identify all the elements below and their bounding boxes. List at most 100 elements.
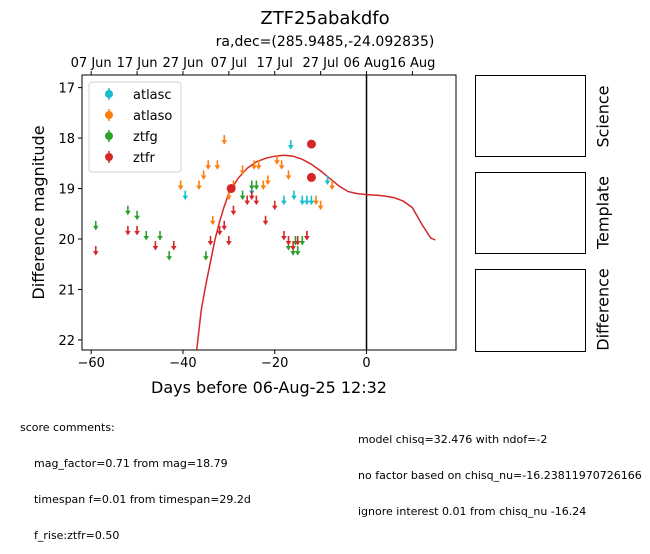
legend-label: atlasc (133, 88, 172, 103)
comment-line: f_rise:ztfr=0.50 (20, 529, 120, 542)
ztfg-upper-limit (157, 230, 163, 241)
ztfg-upper-limit (239, 190, 246, 201)
y-tick-label: 20 (58, 233, 75, 248)
top-date-label: 06 Aug (343, 56, 389, 71)
comment-line: ignore interest 0.01 from chisq_nu -16.2… (358, 505, 587, 518)
model-comments: model chisq=32.476 with ndof=-2 no facto… (358, 410, 642, 530)
top-date-label: 07 Jun (71, 56, 112, 71)
legend-marker (105, 153, 113, 161)
ztfg-upper-limit (125, 205, 131, 216)
ztfr-upper-limit (281, 230, 287, 241)
ztfg-upper-limit (166, 251, 172, 261)
atlasc-upper-limit (291, 190, 297, 201)
atlasc-upper-limit (304, 195, 310, 206)
atlaso-upper-limit (209, 215, 216, 226)
legend-marker (105, 90, 113, 98)
atlasc-upper-limit (287, 140, 294, 150)
atlaso-upper-limit (255, 160, 262, 170)
top-date-label: 07 Jul (211, 56, 247, 71)
ztfr-upper-limit (285, 235, 292, 246)
x-axis-label: Days before 06-Aug-25 12:32 (151, 378, 387, 397)
atlaso-upper-limit (313, 195, 319, 206)
comment-line: timespan f=0.01 from timespan=29.2d (20, 493, 251, 506)
y-axis-label: Difference magnitude (29, 125, 48, 299)
ztfr-upper-limit (226, 235, 232, 246)
atlaso-upper-limit (265, 175, 271, 185)
atlaso-upper-limit (317, 200, 324, 211)
atlaso-upper-limit (221, 135, 228, 145)
ztfr-detection (226, 184, 236, 194)
ztfg-upper-limit (134, 210, 140, 221)
ztfr-upper-limit (152, 241, 159, 251)
light-curve-plot: −60 −40 −20 0 17 18 19 20 21 22 07 Jun 17 Jun 27 Jun… (29, 56, 457, 397)
top-date-label: 27 Jul (302, 56, 338, 71)
ztfr-upper-limit (294, 235, 301, 246)
ztfr-upper-limit (253, 195, 260, 206)
x-tick-label: −20 (261, 356, 288, 371)
atlasc-upper-limit (281, 195, 287, 206)
ztfr-detection (306, 172, 316, 182)
atlasc-upper-limit (324, 175, 331, 185)
atlasc-upper-limit (308, 195, 315, 206)
y-tick-label: 21 (58, 283, 75, 298)
y-tick-label: 19 (58, 183, 75, 198)
ztfr-upper-limit (221, 220, 228, 231)
ztfr-upper-limit (244, 195, 251, 206)
ztfr-upper-limit (304, 230, 310, 241)
atlaso-upper-limit (274, 155, 280, 165)
ztfr-upper-limit (230, 205, 237, 216)
y-tick-label: 22 (58, 334, 75, 349)
model-curve (195, 154, 436, 350)
chart-subtitle: ra,dec=(285.9485,-24.092835) (215, 34, 435, 50)
x-tick-label: −40 (169, 356, 196, 371)
ztfg-upper-limit (203, 251, 209, 261)
template-image-panel (475, 172, 586, 254)
comment-line: score comments: (20, 421, 115, 434)
top-date-label: 27 Jun (162, 56, 203, 71)
ztfg-upper-limit (248, 180, 255, 190)
ztfr-upper-limit (207, 235, 214, 246)
legend-label: atlaso (133, 109, 172, 124)
difference-panel-label: Difference (593, 268, 613, 351)
ztfg-upper-limit (253, 180, 260, 190)
ztfr-upper-limit (92, 246, 99, 256)
y-tick-label: 17 (58, 82, 75, 97)
atlaso-upper-limit (239, 165, 246, 175)
ztfg-upper-limit (294, 246, 301, 256)
ztfr-upper-limit (125, 225, 131, 236)
legend-label: ztfr (133, 151, 155, 166)
atlaso-upper-limit (177, 180, 184, 190)
atlaso-upper-limit (329, 180, 335, 190)
atlasc-upper-limit (299, 195, 306, 206)
ztfr-upper-limit (271, 200, 278, 211)
score-comments: score comments: mag_factor=0.71 from mag… (20, 398, 251, 554)
ztfg-upper-limit (299, 235, 306, 246)
ztfr-upper-limit (248, 190, 255, 201)
atlaso-upper-limit (251, 160, 257, 170)
atlaso-upper-limit (205, 160, 211, 170)
atlaso-upper-limit (278, 160, 285, 170)
science-image-panel (475, 75, 586, 157)
legend-box (88, 81, 182, 173)
atlaso-upper-limit (260, 180, 267, 190)
ztfr-upper-limit (216, 225, 223, 236)
ztfr-upper-limit (134, 225, 140, 236)
plot-frame (81, 74, 457, 351)
y-tick-label: 18 (58, 132, 75, 147)
ztfr-upper-limit (262, 215, 269, 226)
atlaso-upper-limit (285, 170, 292, 180)
legend-marker (105, 132, 113, 140)
x-tick-label: 0 (362, 356, 370, 371)
comment-line: no factor based on chisq_nu=-16.23811970… (358, 469, 642, 482)
top-date-label: 16 Aug (389, 56, 435, 71)
atlaso-upper-limit (200, 170, 207, 180)
atlasc-upper-limit (182, 190, 189, 201)
ztfg-upper-limit (143, 230, 150, 241)
x-tick-label: −60 (77, 356, 104, 371)
comment-line: mag_factor=0.71 from mag=18.79 (20, 457, 228, 470)
atlaso-upper-limit (196, 180, 202, 190)
top-date-label: 17 Jun (117, 56, 158, 71)
ztfr-upper-limit (290, 241, 296, 251)
chart-title: ZTF25abakdfo (260, 8, 390, 29)
legend-marker (105, 111, 113, 119)
